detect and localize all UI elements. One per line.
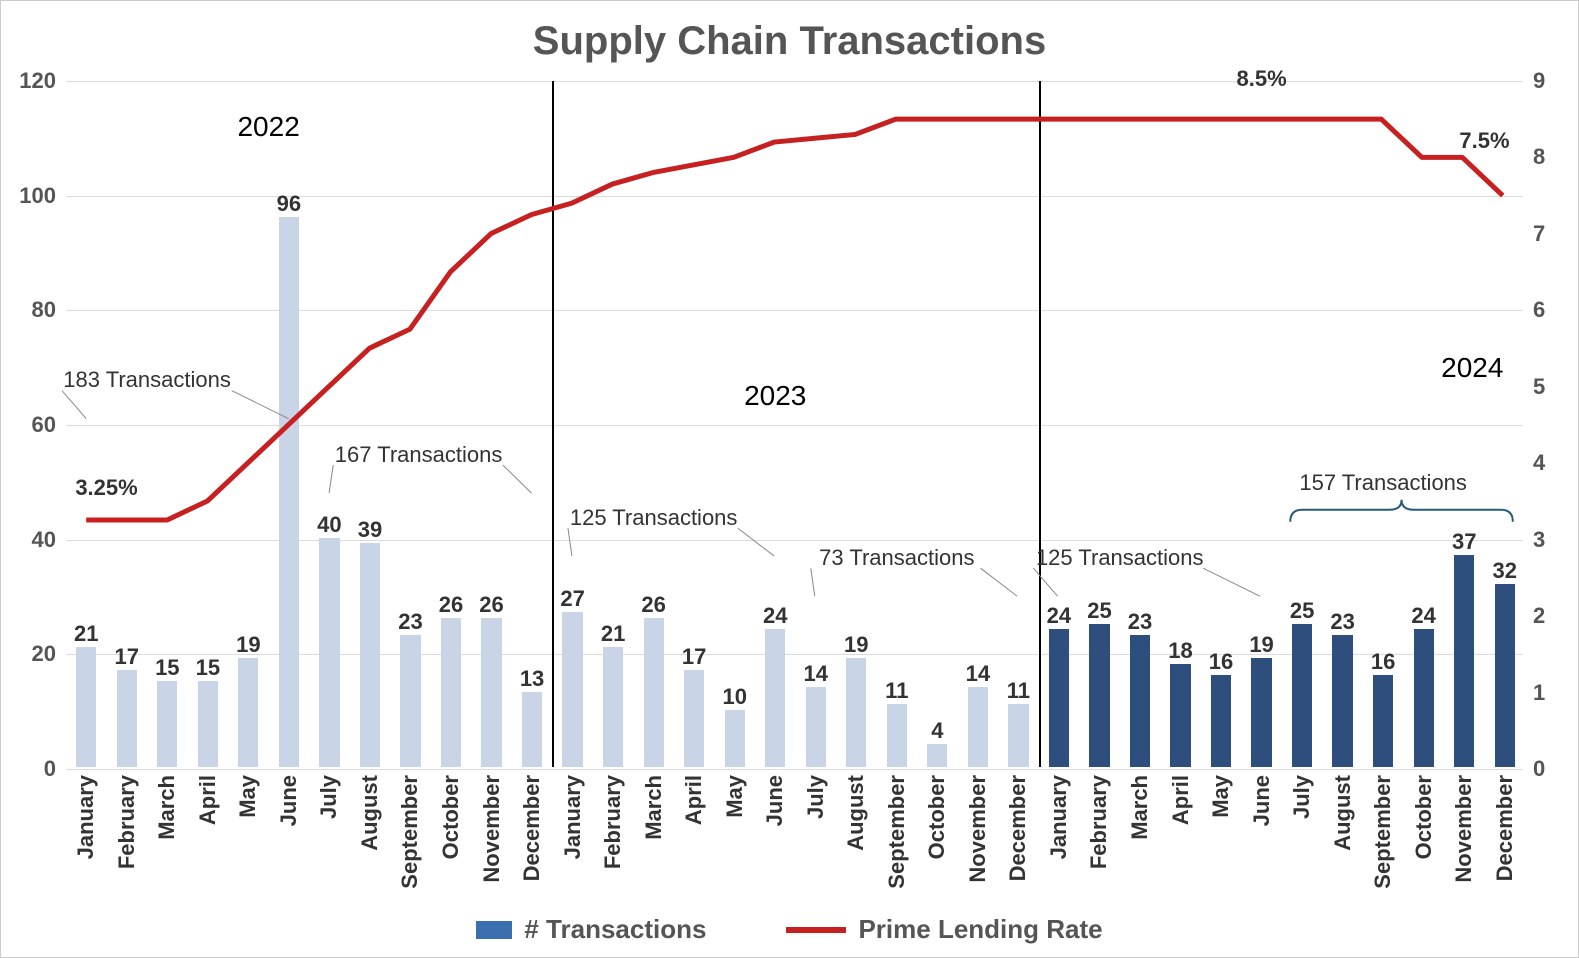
legend-item-transactions: # Transactions — [476, 914, 706, 945]
x-tick-label: June — [1249, 775, 1275, 826]
x-tick-label: June — [276, 775, 302, 826]
legend-label-rate: Prime Lending Rate — [858, 914, 1102, 945]
x-tick-label: April — [195, 775, 221, 825]
y-tick-right: 4 — [1533, 450, 1545, 476]
x-tick-label: March — [1127, 775, 1153, 840]
y-tick-right: 6 — [1533, 297, 1545, 323]
x-tick-label: June — [762, 775, 788, 826]
x-tick-label: January — [1046, 775, 1072, 859]
x-tick-label: November — [479, 775, 505, 883]
legend-swatch-line — [786, 927, 846, 933]
x-tick-label: December — [1492, 775, 1518, 881]
x-tick-label: March — [154, 775, 180, 840]
x-tick-label: November — [1451, 775, 1477, 883]
x-tick-label: January — [73, 775, 99, 859]
y-tick-left: 80 — [32, 297, 56, 323]
y-tick-right: 3 — [1533, 527, 1545, 553]
x-tick-label: September — [1370, 775, 1396, 889]
y-tick-right: 9 — [1533, 68, 1545, 94]
x-tick-label: March — [641, 775, 667, 840]
x-tick-label: September — [397, 775, 423, 889]
y-tick-right: 0 — [1533, 756, 1545, 782]
y-tick-left: 100 — [19, 183, 56, 209]
chart-title: Supply Chain Transactions — [1, 19, 1578, 64]
x-tick-label: May — [1208, 775, 1234, 818]
group-annotation: 167 Transactions — [335, 442, 503, 468]
x-tick-label: December — [519, 775, 545, 881]
group-annotation: 125 Transactions — [570, 505, 738, 531]
group-annotation: 157 Transactions — [1299, 470, 1467, 496]
y-axis-right: 0123456789 — [1528, 81, 1578, 767]
y-tick-left: 60 — [32, 412, 56, 438]
rate-label: 3.25% — [75, 475, 137, 501]
legend-label-transactions: # Transactions — [524, 914, 706, 945]
x-tick-label: January — [560, 775, 586, 859]
y-tick-left: 0 — [44, 756, 56, 782]
year-label: 2023 — [744, 380, 806, 412]
anno-text-layer: 183 Transactions 167 Transactions 125 Tran… — [66, 81, 1523, 767]
x-tick-label: October — [924, 775, 950, 859]
y-tick-right: 1 — [1533, 680, 1545, 706]
group-annotation: 125 Transactions — [1036, 545, 1204, 571]
y-tick-right: 8 — [1533, 144, 1545, 170]
chart-container: Supply Chain Transactions 02040608010012… — [0, 0, 1579, 958]
x-tick-label: May — [235, 775, 261, 818]
x-tick-label: May — [722, 775, 748, 818]
x-tick-label: February — [114, 775, 140, 869]
group-annotation: 73 Transactions — [819, 545, 974, 571]
y-axis-left: 020406080100120 — [1, 81, 61, 767]
legend: # Transactions Prime Lending Rate — [1, 914, 1578, 945]
x-tick-label: July — [1289, 775, 1315, 819]
legend-swatch-bar — [476, 921, 512, 939]
x-tick-label: February — [1086, 775, 1112, 869]
x-tick-label: October — [1411, 775, 1437, 859]
y-tick-left: 40 — [32, 527, 56, 553]
x-tick-label: November — [965, 775, 991, 883]
y-tick-left: 20 — [32, 641, 56, 667]
y-tick-right: 2 — [1533, 603, 1545, 629]
legend-item-rate: Prime Lending Rate — [786, 914, 1102, 945]
y-tick-left: 120 — [19, 68, 56, 94]
rate-label: 8.5% — [1236, 66, 1286, 92]
year-label: 2022 — [237, 111, 299, 143]
x-tick-label: February — [600, 775, 626, 869]
x-axis: January February March April May June July Augu… — [66, 767, 1523, 927]
x-tick-label: April — [681, 775, 707, 825]
plot-area: 2117151519964039232626132721261710241419… — [66, 81, 1523, 767]
x-tick-label: October — [438, 775, 464, 859]
x-tick-label: July — [316, 775, 342, 819]
x-tick-label: August — [357, 775, 383, 851]
y-tick-right: 5 — [1533, 374, 1545, 400]
x-tick-label: September — [884, 775, 910, 889]
rate-label: 7.5% — [1459, 128, 1509, 154]
x-tick-label: December — [1005, 775, 1031, 881]
x-tick-label: August — [843, 775, 869, 851]
x-tick-label: July — [803, 775, 829, 819]
group-annotation: 183 Transactions — [63, 367, 231, 393]
x-tick-label: April — [1168, 775, 1194, 825]
x-tick-label: August — [1330, 775, 1356, 851]
y-tick-right: 7 — [1533, 221, 1545, 247]
year-label: 2024 — [1441, 352, 1503, 384]
